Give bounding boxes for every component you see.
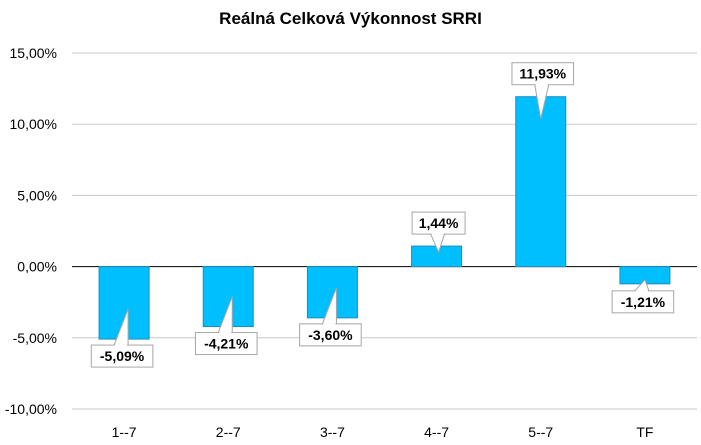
y-tick-label: 5,00% bbox=[17, 187, 57, 203]
x-tick-label: 5--7 bbox=[528, 424, 553, 440]
y-tick-label: 10,00% bbox=[10, 116, 57, 132]
bar bbox=[515, 96, 567, 268]
data-label: 1,44% bbox=[419, 215, 459, 231]
x-tick-label: 4--7 bbox=[424, 424, 449, 440]
y-tick-label: -10,00% bbox=[5, 401, 57, 417]
y-tick-label: 15,00% bbox=[10, 45, 57, 61]
data-label: -4,21% bbox=[204, 336, 249, 352]
x-tick-label: 1--7 bbox=[112, 424, 137, 440]
bar bbox=[411, 245, 463, 268]
x-tick-label: 2--7 bbox=[216, 424, 241, 440]
x-tick-label: 3--7 bbox=[320, 424, 345, 440]
y-tick-label: -5,00% bbox=[13, 330, 57, 346]
y-tick-label: 0,00% bbox=[17, 259, 57, 275]
data-label: -5,09% bbox=[100, 348, 145, 364]
data-label: -1,21% bbox=[621, 294, 666, 310]
x-tick-label: TF bbox=[636, 424, 653, 440]
data-label: 11,93% bbox=[519, 66, 566, 82]
data-label: -3,60% bbox=[308, 327, 353, 343]
chart-title: Reálná Celková Výkonnost SRRI bbox=[219, 9, 482, 28]
